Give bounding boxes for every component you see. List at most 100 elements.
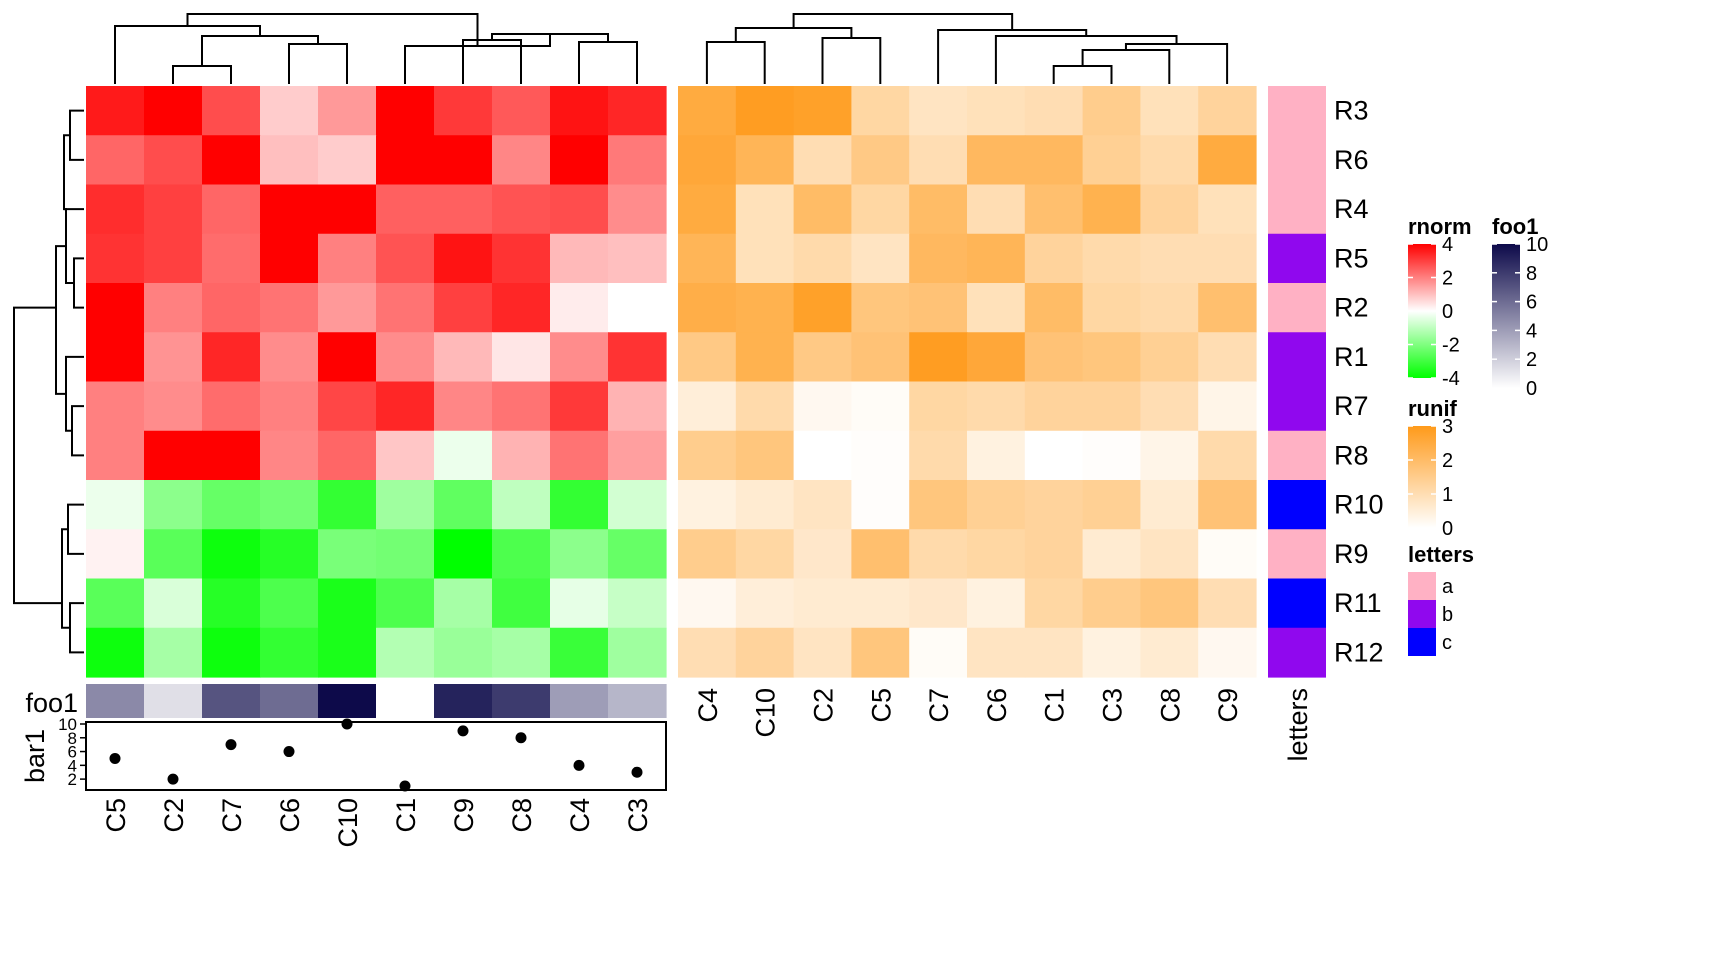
rnorm-cell <box>260 332 319 383</box>
right-column-label: C4 <box>693 688 723 723</box>
foo1-legend-title: foo1 <box>1492 214 1538 239</box>
rnorm-cell <box>376 283 435 333</box>
runif-cell <box>793 135 852 186</box>
left-column-dendrogram <box>114 13 638 84</box>
rnorm-cell <box>318 578 377 629</box>
runif-legend-tick-label: 2 <box>1442 450 1453 472</box>
rnorm-cell <box>202 283 261 333</box>
runif-cell <box>1198 135 1257 186</box>
runif-cell <box>793 86 852 136</box>
rnorm-cell <box>608 233 667 284</box>
dendrogram-branch <box>73 257 84 309</box>
runif-cell <box>735 381 795 432</box>
runif-cell <box>1198 86 1257 136</box>
runif-cell <box>678 332 737 383</box>
runif-cell <box>909 135 968 186</box>
letters-legend-label: a <box>1442 576 1454 598</box>
bar1-tick-label: 6 <box>68 743 77 762</box>
letters-column-label: letters <box>1283 688 1313 762</box>
runif-cell <box>1140 430 1199 481</box>
rnorm-legend-tick-label: -2 <box>1442 335 1460 357</box>
rnorm-cell <box>550 480 609 530</box>
runif-cell <box>793 529 852 580</box>
rnorm-cell <box>86 480 145 530</box>
runif-cell <box>909 332 968 383</box>
runif-cell <box>735 430 795 481</box>
left-column-label: C5 <box>101 798 131 833</box>
rnorm-cell <box>86 135 145 186</box>
rnorm-cell <box>260 233 319 284</box>
rnorm-cell <box>202 184 261 235</box>
rnorm-cell <box>202 86 261 136</box>
rnorm-legend-tick-label: 2 <box>1442 268 1453 290</box>
runif-cell <box>1024 381 1084 432</box>
rnorm-cell <box>608 86 667 136</box>
rnorm-cell <box>434 233 493 284</box>
foo1-legend-tick-label: 4 <box>1526 320 1537 342</box>
runif-cell <box>735 233 795 284</box>
rnorm-cell <box>434 381 493 432</box>
runif-cell <box>735 184 795 235</box>
rnorm-cell <box>86 430 145 481</box>
rnorm-cell <box>86 529 145 580</box>
bar1-point <box>399 780 411 792</box>
runif-cell <box>735 578 795 629</box>
runif-cell <box>851 135 910 186</box>
bar1-point <box>573 759 585 771</box>
row-label: R2 <box>1334 293 1369 323</box>
foo1-legend-tick-label: 6 <box>1526 292 1537 314</box>
rnorm-cell <box>608 332 667 383</box>
rnorm-cell <box>492 332 551 383</box>
rnorm-cell <box>434 86 493 136</box>
runif-cell <box>1140 578 1199 629</box>
runif-legend-title: runif <box>1408 396 1458 421</box>
rnorm-cell <box>550 283 609 333</box>
rnorm-cell <box>434 430 493 481</box>
rnorm-cell <box>376 332 435 383</box>
rnorm-cell <box>492 430 551 481</box>
runif-cell <box>967 381 1026 432</box>
letters-cell <box>1268 86 1326 136</box>
runif-cell <box>1082 86 1141 136</box>
runif-cell <box>793 283 852 333</box>
runif-cell <box>1140 627 1199 678</box>
foo1-cell <box>86 684 145 718</box>
dendrogram-branch <box>71 405 84 457</box>
rnorm-cell <box>202 627 261 678</box>
rnorm-legend-tick-label: 0 <box>1442 301 1453 323</box>
rnorm-cell <box>144 233 203 284</box>
runif-cell <box>1198 627 1257 678</box>
runif-cell <box>967 480 1026 530</box>
rnorm-cell <box>434 135 493 186</box>
letters-annotation <box>1268 86 1326 678</box>
rnorm-cell <box>434 283 493 333</box>
row-label: R9 <box>1334 539 1369 569</box>
bar1-frame <box>85 721 667 791</box>
runif-cell <box>793 233 852 284</box>
runif-cell <box>735 627 795 678</box>
rnorm-legend-tick-label: -4 <box>1442 368 1460 390</box>
runif-cell <box>1140 184 1199 235</box>
bar1-point <box>631 766 643 778</box>
runif-legend-tick-label: 1 <box>1442 484 1453 506</box>
runif-cell <box>1198 381 1257 432</box>
foo1-cell <box>492 684 551 718</box>
rnorm-cell <box>260 627 319 678</box>
runif-cell <box>967 135 1026 186</box>
foo1-annotation: foo1 <box>25 684 667 718</box>
runif-cell <box>1198 332 1257 383</box>
rnorm-cell <box>86 578 145 629</box>
rnorm-cell <box>550 135 609 186</box>
bar1-point <box>457 725 469 737</box>
runif-cell <box>678 184 737 235</box>
foo1-legend-tick-label: 8 <box>1526 263 1537 285</box>
runif-cell <box>909 529 968 580</box>
rnorm-cell <box>492 135 551 186</box>
letters-cell <box>1268 135 1326 186</box>
rnorm-cell <box>202 233 261 284</box>
foo1-cell <box>260 684 319 718</box>
letters-cell <box>1268 381 1326 432</box>
runif-cell <box>1024 627 1084 678</box>
rnorm-cell <box>550 627 609 678</box>
foo1-cell <box>318 684 377 718</box>
